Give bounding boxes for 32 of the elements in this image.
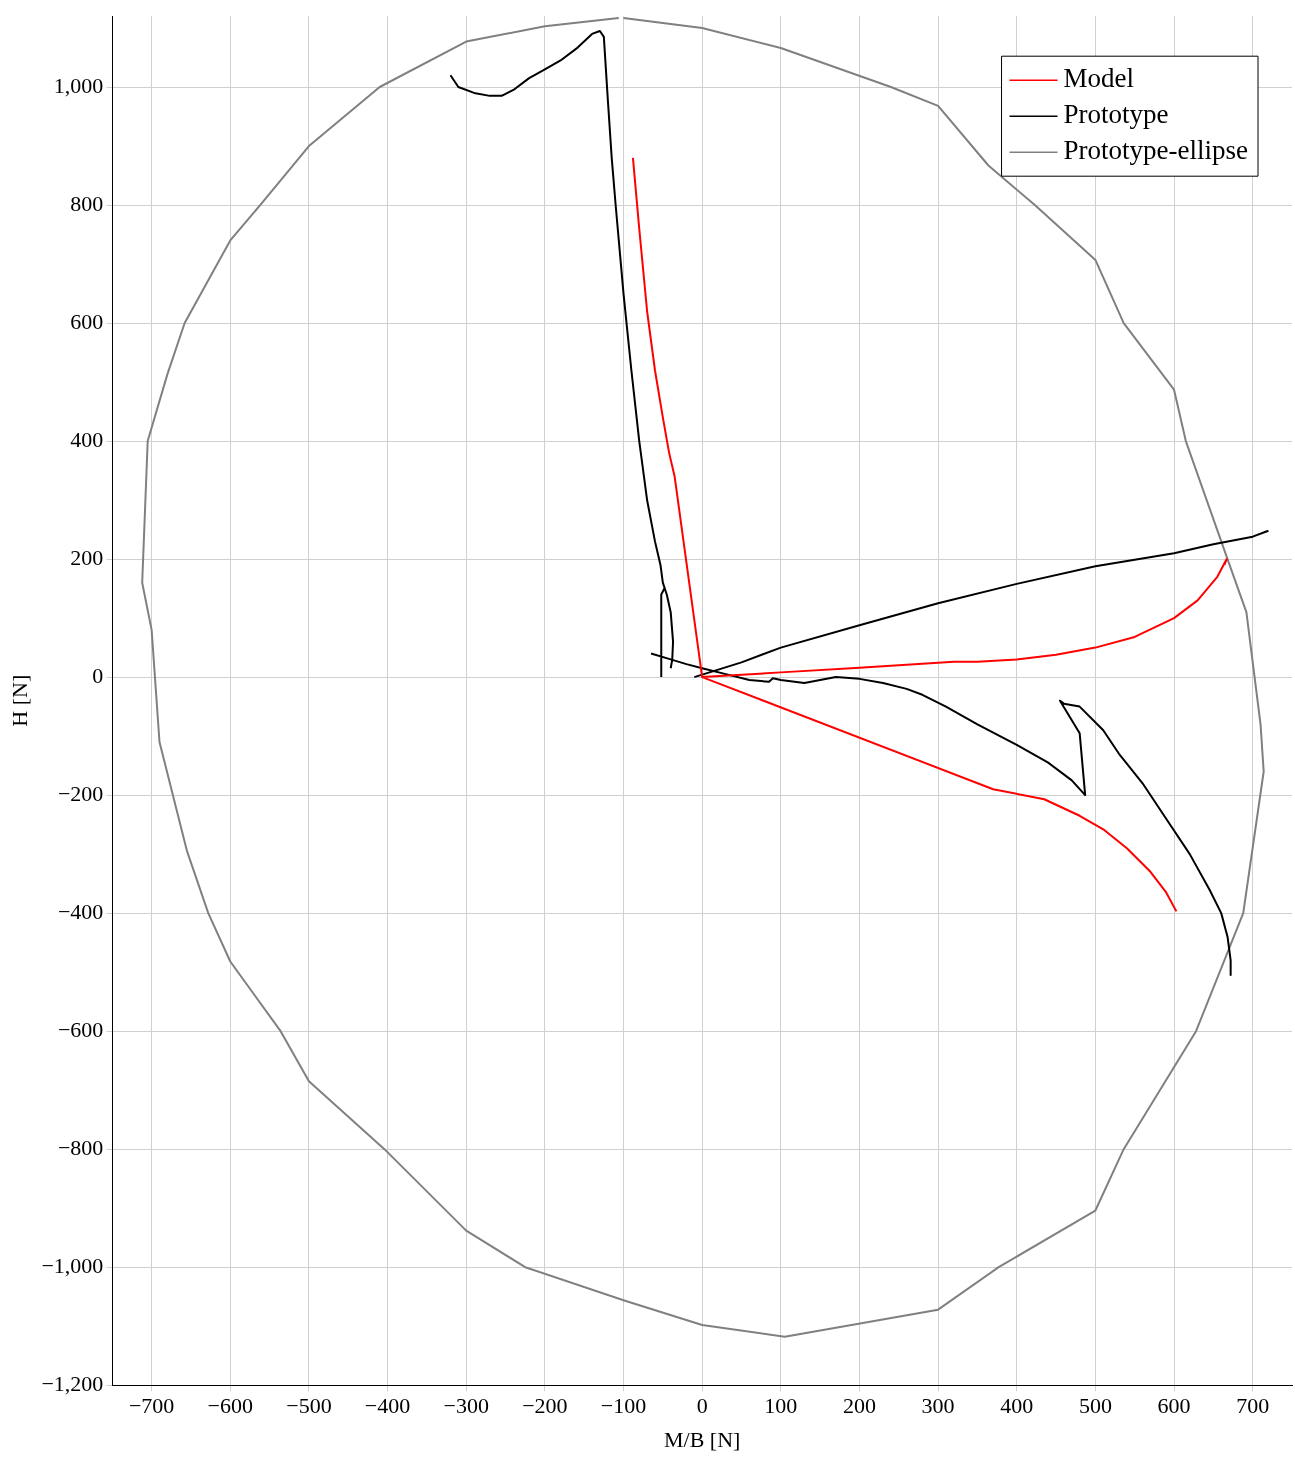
x-tick-label: 700 — [1236, 1393, 1270, 1419]
y-tick-label: 200 — [70, 544, 104, 570]
x-tick-label: 400 — [1000, 1393, 1034, 1419]
legend-label: Prototype-ellipse — [1063, 135, 1249, 166]
y-tick-label: −1,200 — [41, 1370, 104, 1396]
x-tick-label: 100 — [764, 1393, 798, 1419]
x-tick-label: −600 — [207, 1393, 253, 1419]
x-tick-label: −700 — [128, 1393, 175, 1419]
y-tick-label: −600 — [57, 1016, 104, 1042]
legend-label: Model — [1063, 63, 1135, 94]
y-tick-label: −1,000 — [41, 1252, 104, 1278]
y-tick-label: 0 — [92, 662, 104, 688]
x-tick-label: 500 — [1078, 1393, 1112, 1419]
x-tick-label: −500 — [286, 1393, 332, 1419]
y-tick-label: 1,000 — [53, 72, 104, 98]
x-axis-title: M/B [N] — [663, 1426, 741, 1452]
x-tick-label: −200 — [522, 1393, 568, 1419]
y-tick-label: 400 — [70, 426, 104, 452]
x-tick-label: −300 — [443, 1393, 489, 1419]
legend-label: Prototype — [1063, 99, 1169, 130]
x-tick-label: −100 — [600, 1393, 647, 1419]
x-tick-label: 300 — [921, 1393, 955, 1419]
x-tick-label: 200 — [842, 1393, 876, 1419]
x-tick-label: 600 — [1157, 1393, 1191, 1419]
x-tick-label: −400 — [364, 1393, 411, 1419]
y-tick-label: −400 — [57, 898, 104, 924]
y-axis-title: H [N] — [6, 674, 32, 727]
y-tick-label: 600 — [70, 308, 104, 334]
x-tick-label: 0 — [696, 1393, 708, 1419]
y-tick-label: 800 — [70, 190, 104, 216]
y-tick-label: −800 — [57, 1134, 104, 1160]
y-tick-label: −200 — [57, 780, 104, 806]
